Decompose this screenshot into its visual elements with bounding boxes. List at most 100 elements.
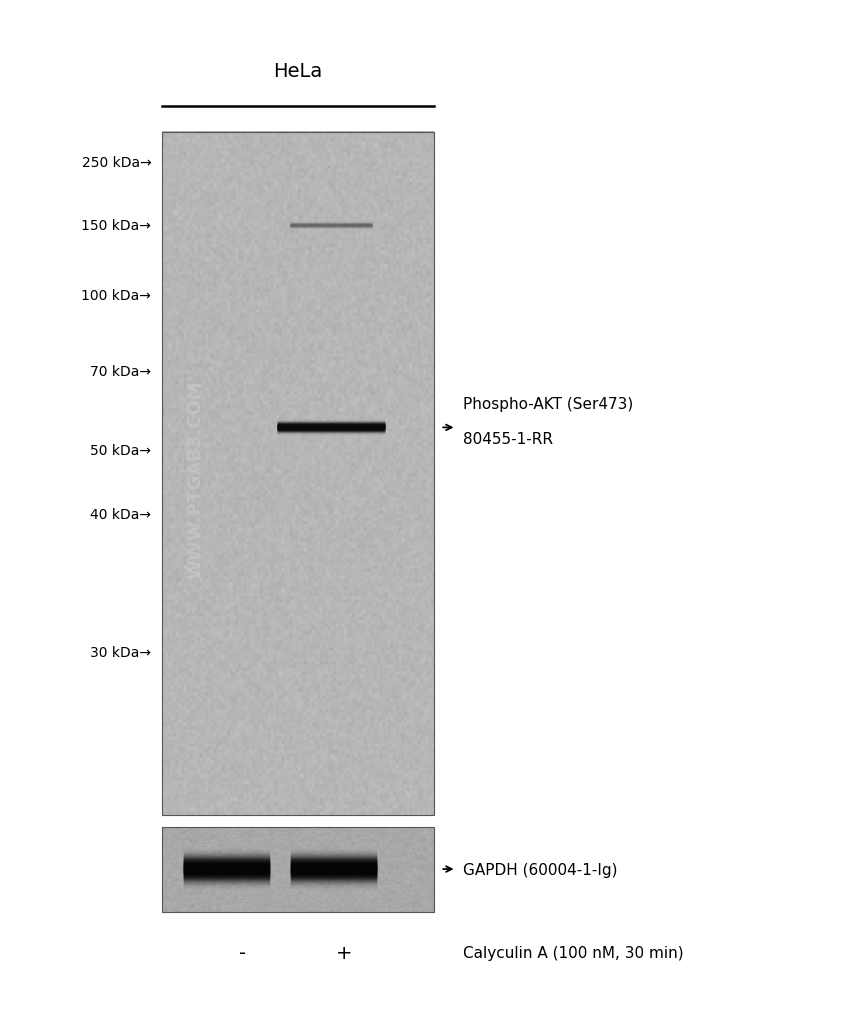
FancyBboxPatch shape xyxy=(184,856,270,859)
FancyBboxPatch shape xyxy=(184,861,270,864)
FancyBboxPatch shape xyxy=(277,431,386,434)
Text: 50 kDa→: 50 kDa→ xyxy=(90,443,151,458)
FancyBboxPatch shape xyxy=(291,855,377,858)
FancyBboxPatch shape xyxy=(291,868,377,871)
FancyBboxPatch shape xyxy=(184,866,270,869)
FancyBboxPatch shape xyxy=(291,857,377,860)
FancyBboxPatch shape xyxy=(184,857,270,860)
FancyBboxPatch shape xyxy=(291,880,377,883)
FancyBboxPatch shape xyxy=(184,865,270,868)
FancyBboxPatch shape xyxy=(277,426,386,428)
FancyBboxPatch shape xyxy=(291,854,377,857)
FancyBboxPatch shape xyxy=(277,427,386,430)
FancyBboxPatch shape xyxy=(291,856,377,859)
FancyBboxPatch shape xyxy=(277,423,386,425)
FancyBboxPatch shape xyxy=(184,864,270,867)
FancyBboxPatch shape xyxy=(291,227,372,229)
FancyBboxPatch shape xyxy=(291,225,372,228)
FancyBboxPatch shape xyxy=(277,426,386,429)
FancyBboxPatch shape xyxy=(184,876,270,879)
Text: HeLa: HeLa xyxy=(273,62,322,81)
FancyBboxPatch shape xyxy=(184,862,270,865)
FancyBboxPatch shape xyxy=(291,859,377,862)
FancyBboxPatch shape xyxy=(184,874,270,877)
FancyBboxPatch shape xyxy=(291,879,377,882)
FancyBboxPatch shape xyxy=(291,226,372,229)
FancyBboxPatch shape xyxy=(184,877,270,880)
Text: Calyculin A (100 nM, 30 min): Calyculin A (100 nM, 30 min) xyxy=(463,946,684,960)
FancyBboxPatch shape xyxy=(277,425,386,427)
FancyBboxPatch shape xyxy=(277,428,386,430)
Text: 40 kDa→: 40 kDa→ xyxy=(90,507,151,522)
FancyBboxPatch shape xyxy=(277,424,386,427)
FancyBboxPatch shape xyxy=(184,863,270,866)
FancyBboxPatch shape xyxy=(184,861,270,863)
FancyBboxPatch shape xyxy=(291,225,372,227)
FancyBboxPatch shape xyxy=(184,869,270,872)
Text: 30 kDa→: 30 kDa→ xyxy=(90,645,151,659)
FancyBboxPatch shape xyxy=(184,872,270,875)
Text: WWW.PTGAB3.COM: WWW.PTGAB3.COM xyxy=(186,380,205,578)
Text: 70 kDa→: 70 kDa→ xyxy=(90,365,151,379)
FancyBboxPatch shape xyxy=(291,863,377,866)
Text: 80455-1-RR: 80455-1-RR xyxy=(463,432,553,447)
FancyBboxPatch shape xyxy=(277,421,386,424)
FancyBboxPatch shape xyxy=(291,874,377,877)
Text: +: + xyxy=(336,944,353,962)
FancyBboxPatch shape xyxy=(277,430,386,433)
FancyBboxPatch shape xyxy=(291,861,377,863)
FancyBboxPatch shape xyxy=(291,223,372,225)
FancyBboxPatch shape xyxy=(291,856,377,859)
FancyBboxPatch shape xyxy=(277,427,386,429)
FancyBboxPatch shape xyxy=(184,860,270,863)
FancyBboxPatch shape xyxy=(184,879,270,882)
FancyBboxPatch shape xyxy=(184,874,270,877)
FancyBboxPatch shape xyxy=(184,858,270,861)
FancyBboxPatch shape xyxy=(184,870,270,872)
FancyBboxPatch shape xyxy=(277,424,386,426)
FancyBboxPatch shape xyxy=(291,853,377,856)
FancyBboxPatch shape xyxy=(291,865,377,868)
FancyBboxPatch shape xyxy=(184,856,270,859)
FancyBboxPatch shape xyxy=(291,862,377,865)
FancyBboxPatch shape xyxy=(291,224,372,227)
FancyBboxPatch shape xyxy=(184,855,270,858)
FancyBboxPatch shape xyxy=(291,876,377,879)
FancyBboxPatch shape xyxy=(184,882,270,886)
FancyBboxPatch shape xyxy=(277,425,386,428)
Text: -: - xyxy=(239,944,246,962)
FancyBboxPatch shape xyxy=(291,866,377,869)
FancyBboxPatch shape xyxy=(291,871,377,874)
FancyBboxPatch shape xyxy=(291,882,377,886)
FancyBboxPatch shape xyxy=(184,853,270,856)
FancyBboxPatch shape xyxy=(184,883,270,887)
FancyBboxPatch shape xyxy=(184,859,270,862)
Text: 150 kDa→: 150 kDa→ xyxy=(82,219,151,233)
FancyBboxPatch shape xyxy=(291,874,377,877)
Bar xyxy=(162,827,434,912)
FancyBboxPatch shape xyxy=(184,867,270,870)
FancyBboxPatch shape xyxy=(184,879,270,881)
FancyBboxPatch shape xyxy=(184,865,270,868)
Text: 250 kDa→: 250 kDa→ xyxy=(82,156,151,170)
FancyBboxPatch shape xyxy=(291,877,377,880)
FancyBboxPatch shape xyxy=(184,875,270,878)
FancyBboxPatch shape xyxy=(291,879,377,881)
FancyBboxPatch shape xyxy=(277,426,386,429)
FancyBboxPatch shape xyxy=(291,875,377,878)
FancyBboxPatch shape xyxy=(291,226,372,228)
FancyBboxPatch shape xyxy=(277,431,386,433)
FancyBboxPatch shape xyxy=(291,861,377,864)
FancyBboxPatch shape xyxy=(291,858,377,861)
FancyBboxPatch shape xyxy=(291,864,377,867)
Text: 100 kDa→: 100 kDa→ xyxy=(82,288,151,303)
FancyBboxPatch shape xyxy=(291,860,377,863)
FancyBboxPatch shape xyxy=(291,872,377,875)
FancyBboxPatch shape xyxy=(291,873,377,876)
FancyBboxPatch shape xyxy=(184,880,270,883)
FancyBboxPatch shape xyxy=(291,225,372,227)
Text: GAPDH (60004-1-Ig): GAPDH (60004-1-Ig) xyxy=(463,862,618,876)
FancyBboxPatch shape xyxy=(184,868,270,871)
FancyBboxPatch shape xyxy=(291,870,377,872)
FancyBboxPatch shape xyxy=(291,869,377,872)
